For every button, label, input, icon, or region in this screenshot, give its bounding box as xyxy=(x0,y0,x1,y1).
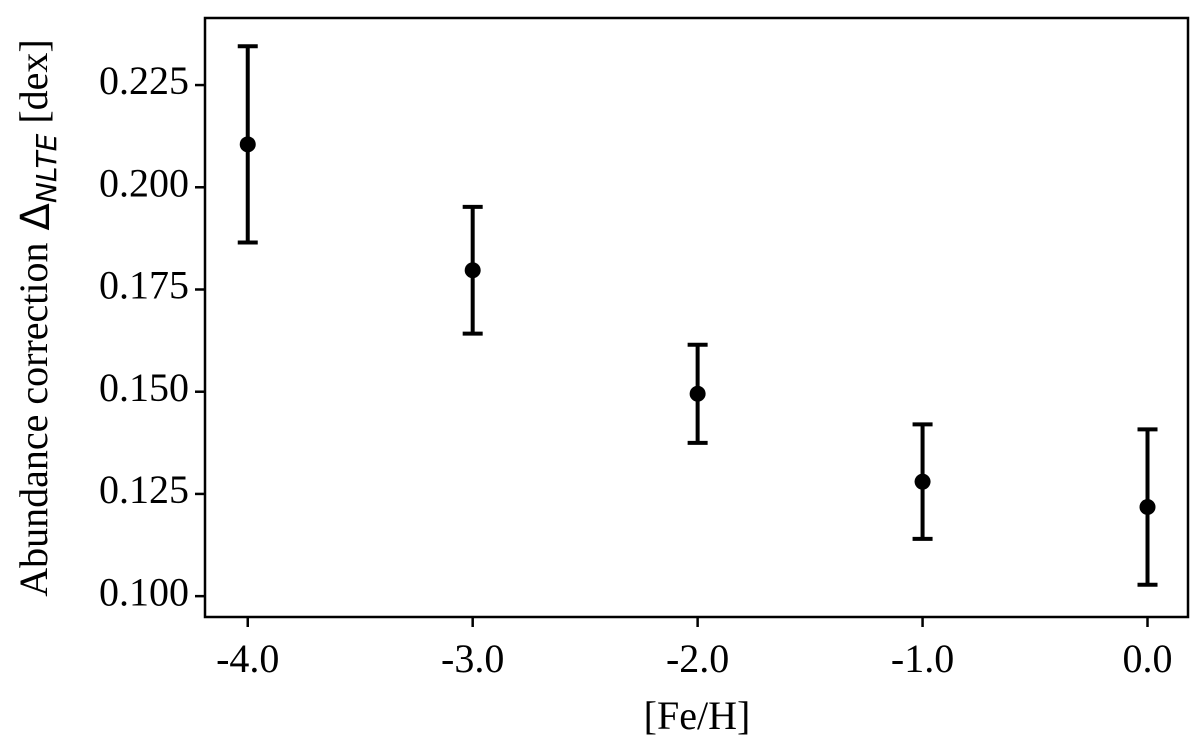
y-axis-label-sub: NLTE xyxy=(30,133,63,203)
x-tick-label: -3.0 xyxy=(441,636,504,681)
y-tick-label: 0.125 xyxy=(99,467,189,512)
y-axis-label: Abundance correction ΔNLTE [dex] xyxy=(11,39,63,597)
x-tick-label: -1.0 xyxy=(891,636,954,681)
data-point xyxy=(1139,499,1156,516)
y-axis-label-symbol: Δ xyxy=(13,202,59,230)
y-tick-label: 0.175 xyxy=(99,263,189,308)
y-tick-label: 0.100 xyxy=(99,569,189,614)
y-tick-label: 0.225 xyxy=(99,58,189,103)
x-tick-label: -4.0 xyxy=(216,636,279,681)
x-tick-label: 0.0 xyxy=(1123,636,1173,681)
data-point xyxy=(239,136,256,153)
data-point xyxy=(464,262,481,279)
y-tick-label: 0.200 xyxy=(99,160,189,205)
x-tick-label: -2.0 xyxy=(666,636,729,681)
y-axis-label-text: Abundance correction xyxy=(11,242,56,596)
y-tick-label: 0.150 xyxy=(99,365,189,410)
x-axis-label: [Fe/H] xyxy=(644,693,751,738)
plot-frame xyxy=(203,16,1190,619)
data-point xyxy=(689,385,706,402)
y-axis-label-unit: [dex] xyxy=(11,39,56,123)
data-point xyxy=(914,473,931,490)
